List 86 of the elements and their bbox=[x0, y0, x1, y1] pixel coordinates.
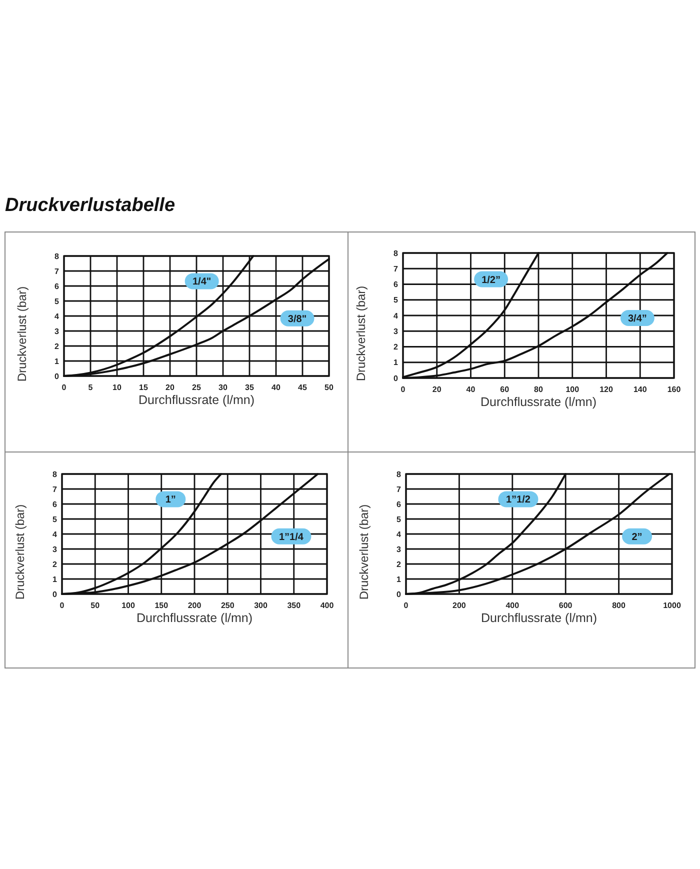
x-tick-label: 160 bbox=[667, 384, 682, 394]
y-tick-label: 2 bbox=[394, 342, 399, 352]
y-tick-label: 3 bbox=[396, 544, 402, 554]
x-tick-label: 250 bbox=[220, 600, 235, 610]
y-tick-label: 6 bbox=[52, 500, 58, 509]
x-tick-label: 600 bbox=[558, 600, 573, 610]
x-tick-label: 1000 bbox=[663, 600, 682, 610]
x-tick-label: 25 bbox=[192, 382, 202, 392]
y-tick-label: 2 bbox=[54, 342, 60, 351]
x-tick-label: 150 bbox=[154, 600, 169, 610]
y-tick-label: 8 bbox=[54, 252, 60, 261]
x-tick-label: 5 bbox=[88, 382, 94, 392]
x-tick-label: 60 bbox=[500, 384, 510, 394]
y-axis-title: Druckverlust (bar) bbox=[354, 286, 368, 382]
y-tick-label: 4 bbox=[54, 312, 60, 321]
x-tick-label: 400 bbox=[506, 600, 520, 610]
x-tick-label: 350 bbox=[287, 600, 302, 610]
x-tick-label: 15 bbox=[139, 382, 148, 392]
x-tick-label: 20 bbox=[432, 384, 442, 394]
text: 2” bbox=[632, 532, 642, 543]
x-tick-label: 400 bbox=[320, 600, 334, 610]
y-tick-label: 0 bbox=[54, 372, 60, 381]
x-tick-label: 800 bbox=[612, 600, 626, 610]
y-tick-label: 4 bbox=[52, 530, 58, 539]
series-label: 1” bbox=[165, 494, 176, 506]
y-tick-label: 3 bbox=[52, 544, 58, 554]
y-tick-label: 1 bbox=[52, 574, 58, 584]
x-tick-label: 0 bbox=[62, 382, 67, 392]
y-axis-title: Druckverlust (bar) bbox=[357, 504, 371, 600]
x-tick-label: 30 bbox=[218, 382, 228, 392]
x-tick-label: 200 bbox=[452, 600, 466, 610]
y-tick-label: 0 bbox=[52, 590, 58, 599]
chart-title: Druckverlustabelle bbox=[5, 195, 176, 216]
y-tick-label: 1 bbox=[394, 358, 399, 368]
x-tick-label: 40 bbox=[466, 384, 476, 394]
x-tick-label: 50 bbox=[90, 600, 100, 610]
y-tick-label: 1 bbox=[54, 356, 60, 366]
y-tick-label: 7 bbox=[52, 484, 58, 494]
y-tick-label: 5 bbox=[394, 296, 399, 305]
x-tick-label: 10 bbox=[112, 382, 122, 392]
y-tick-label: 7 bbox=[54, 266, 60, 276]
y-tick-label: 0 bbox=[394, 374, 399, 383]
y-tick-label: 2 bbox=[396, 560, 402, 569]
x-tick-label: 120 bbox=[600, 384, 614, 394]
y-tick-label: 3 bbox=[394, 326, 399, 336]
x-tick-label: 35 bbox=[245, 382, 254, 392]
x-tick-label: 45 bbox=[298, 382, 308, 392]
x-axis-title: Durchflussrate (l/mn) bbox=[481, 611, 597, 625]
y-tick-label: 1 bbox=[396, 574, 402, 584]
x-tick-label: 80 bbox=[534, 384, 544, 394]
x-tick-label: 50 bbox=[324, 382, 334, 392]
y-tick-label: 5 bbox=[52, 514, 58, 524]
x-tick-label: 200 bbox=[188, 600, 202, 610]
x-tick-label: 100 bbox=[122, 600, 136, 610]
y-tick-label: 6 bbox=[54, 282, 60, 291]
y-tick-label: 0 bbox=[396, 590, 402, 599]
y-axis-title: Druckverlust (bar) bbox=[13, 504, 27, 600]
y-tick-label: 5 bbox=[396, 514, 402, 524]
x-axis-title: Durchflussrate (l/mn) bbox=[136, 611, 252, 625]
y-tick-label: 7 bbox=[396, 484, 402, 494]
y-tick-label: 8 bbox=[394, 248, 399, 258]
y-tick-label: 4 bbox=[396, 530, 402, 539]
y-tick-label: 6 bbox=[396, 500, 402, 509]
x-axis-title: Durchflussrate (l/mn) bbox=[480, 395, 596, 409]
y-tick-label: 8 bbox=[52, 470, 58, 479]
y-tick-label: 3 bbox=[54, 326, 60, 336]
series-label: 1”1/2 bbox=[506, 494, 531, 506]
text: 3/4” bbox=[628, 314, 647, 324]
series-label: 3/8" bbox=[288, 314, 307, 325]
x-tick-label: 140 bbox=[633, 384, 648, 394]
series-label: 1/2” bbox=[482, 274, 500, 286]
y-axis-title: Druckverlust (bar) bbox=[15, 286, 29, 382]
text: 1”1/4 bbox=[278, 532, 304, 543]
x-tick-label: 100 bbox=[566, 384, 580, 394]
x-tick-label: 300 bbox=[254, 600, 268, 610]
y-tick-label: 8 bbox=[396, 470, 402, 479]
series-label: 1/4" bbox=[192, 276, 212, 288]
y-tick-label: 6 bbox=[394, 280, 399, 290]
y-tick-label: 7 bbox=[394, 264, 399, 274]
x-tick-label: 40 bbox=[272, 382, 281, 392]
x-tick-label: 0 bbox=[404, 600, 409, 610]
y-tick-label: 2 bbox=[52, 560, 58, 569]
y-tick-label: 4 bbox=[394, 311, 399, 320]
y-tick-label: 5 bbox=[54, 296, 60, 306]
x-axis-title: Durchflussrate (l/mn) bbox=[138, 393, 254, 407]
x-tick-label: 20 bbox=[166, 382, 175, 392]
